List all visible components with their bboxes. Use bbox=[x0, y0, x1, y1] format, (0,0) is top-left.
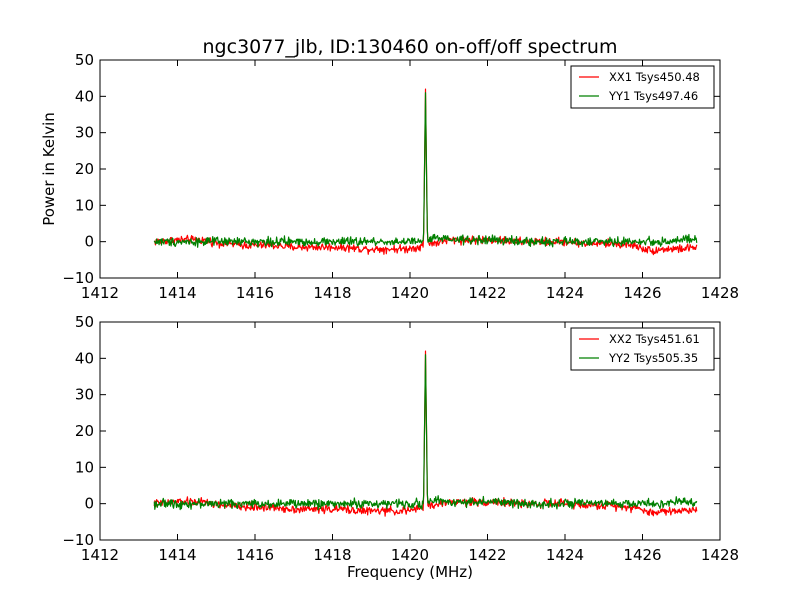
x-tick-label: 1418 bbox=[313, 284, 351, 302]
x-axis-label: Frequency (MHz) bbox=[347, 563, 473, 581]
x-tick-label: 1426 bbox=[623, 284, 661, 302]
legend: XX1 Tsys450.48 YY1 Tsys497.46 bbox=[570, 65, 715, 109]
legend: XX2 Tsys451.61 YY2 Tsys505.35 bbox=[570, 327, 715, 371]
x-tick-label: 1420 bbox=[391, 546, 429, 564]
legend-label: XX1 Tsys450.48 bbox=[609, 70, 700, 84]
series-line-yy bbox=[153, 92, 698, 248]
y-tick-label: 10 bbox=[75, 458, 94, 476]
x-tick-label: 1416 bbox=[236, 546, 274, 564]
x-tick-label: 1420 bbox=[391, 284, 429, 302]
x-tick-label: 1424 bbox=[546, 284, 584, 302]
y-axis-label: Power in Kelvin bbox=[40, 112, 58, 226]
y-tick-label: 30 bbox=[75, 124, 94, 142]
y-tick-label: 30 bbox=[75, 386, 94, 404]
plot-area bbox=[153, 350, 698, 517]
y-tick-label: 40 bbox=[75, 349, 94, 367]
legend-box bbox=[570, 327, 715, 371]
x-tick-label: 1422 bbox=[468, 284, 506, 302]
y-tick-label: 0 bbox=[84, 495, 94, 513]
y-tick-label: 40 bbox=[75, 87, 94, 105]
x-tick-label: 1426 bbox=[623, 546, 661, 564]
x-tick-label: 1418 bbox=[313, 546, 351, 564]
chart-title: ngc3077_jlb, ID:130460 on-off/off spectr… bbox=[203, 36, 618, 58]
y-tick-label: −10 bbox=[62, 269, 94, 287]
y-tick-label: 50 bbox=[75, 313, 94, 331]
x-tick-label: 1414 bbox=[158, 284, 196, 302]
plot-area bbox=[153, 88, 698, 256]
legend-label: YY2 Tsys505.35 bbox=[608, 351, 698, 365]
legend-box bbox=[570, 65, 715, 109]
series-line-yy bbox=[153, 354, 698, 511]
legend-label: YY1 Tsys497.46 bbox=[608, 89, 698, 103]
top-panel: 1412 1414 1416 1418 1420 1422 1424 1426 1428 −10 0… bbox=[62, 51, 739, 302]
x-tick-label: 1414 bbox=[158, 546, 196, 564]
x-tick-label: 1416 bbox=[236, 284, 274, 302]
x-tick-label: 1424 bbox=[546, 546, 584, 564]
x-tick-label: 1412 bbox=[81, 546, 119, 564]
x-tick-label: 1422 bbox=[468, 546, 506, 564]
y-tick-label: 20 bbox=[75, 160, 94, 178]
x-tick-label: 1428 bbox=[701, 546, 739, 564]
y-tick-label: −10 bbox=[62, 531, 94, 549]
y-tick-label: 10 bbox=[75, 196, 94, 214]
y-tick-label: 0 bbox=[84, 233, 94, 251]
legend-label: XX2 Tsys451.61 bbox=[609, 332, 700, 346]
y-tick-label: 50 bbox=[75, 51, 94, 69]
y-tick-label: 20 bbox=[75, 422, 94, 440]
bottom-panel: 1412 1414 1416 1418 1420 1422 1424 1426 1428 −10 0… bbox=[62, 313, 739, 564]
x-tick-label: 1428 bbox=[701, 284, 739, 302]
x-tick-label: 1412 bbox=[81, 284, 119, 302]
